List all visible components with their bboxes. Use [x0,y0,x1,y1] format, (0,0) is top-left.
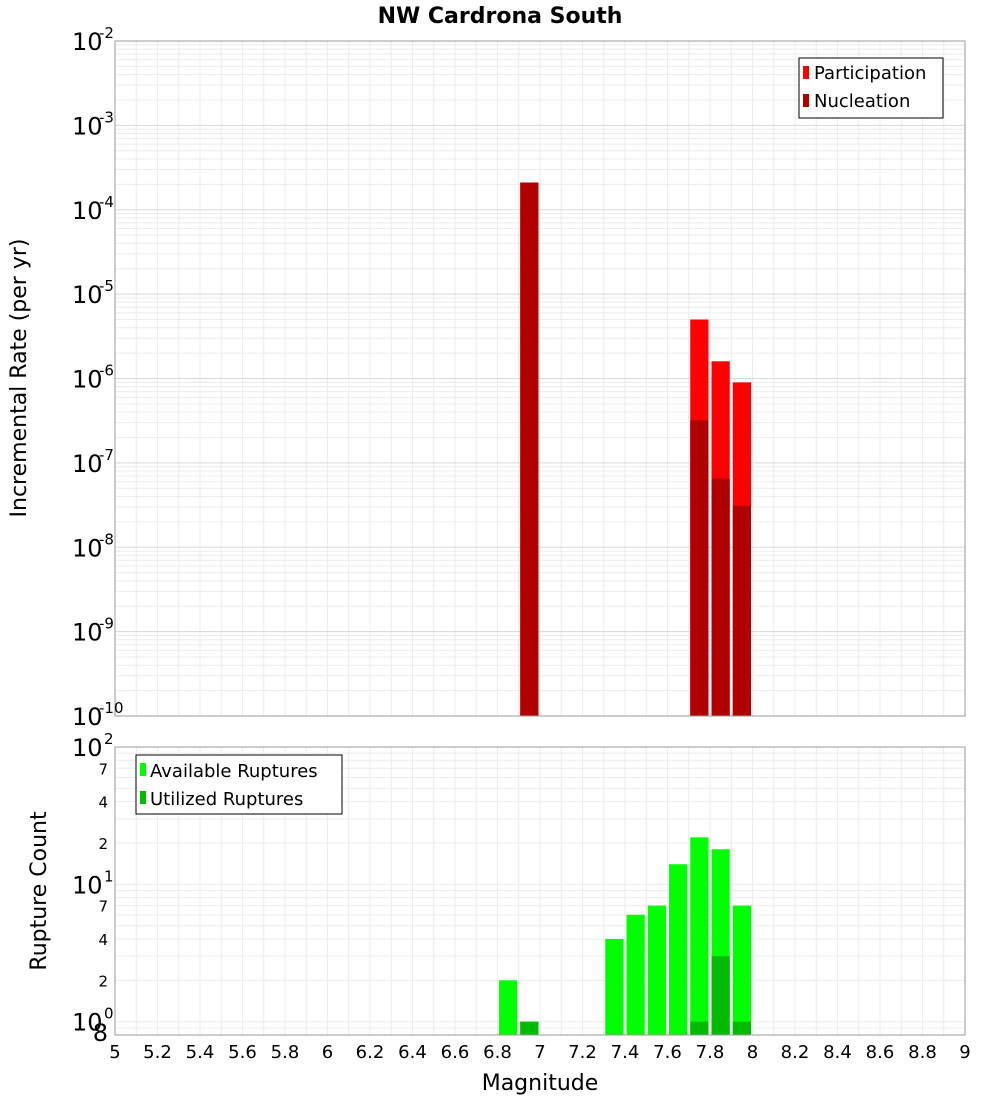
count-y-tick-base-2: 10 [72,734,103,762]
count-bar-available-ruptures-2 [605,939,624,1035]
x-tick-16: 8.2 [781,1042,810,1063]
count-bar-utilized-ruptures-0 [520,1021,539,1035]
count-y-minor-tick-6: 7 [98,760,108,778]
x-tick-1: 5.2 [143,1042,172,1063]
count-bar-utilized-ruptures-3 [732,1021,751,1035]
rate-y-tick-exp-2: -8 [99,530,114,548]
rate-y-tick-exp-4: -6 [99,362,114,380]
x-tick-8: 6.6 [441,1042,470,1063]
x-tick-14: 7.8 [696,1042,725,1063]
count-plot-legend: Available Ruptures Utilized Ruptures [135,754,343,815]
x-tick-19: 8.8 [908,1042,937,1063]
rate-bar-nucleation-3 [732,505,751,716]
x-tick-17: 8.4 [823,1042,852,1063]
rate-y-tick-base-8: 10 [72,28,103,56]
x-tick-13: 7.6 [653,1042,682,1063]
rate-y-tick-exp-0: -10 [99,699,124,717]
x-tick-9: 6.8 [483,1042,512,1063]
rate-y-tick-exp-5: -5 [99,277,114,295]
rate-y-tick-exp-8: -2 [99,24,114,42]
rate-plot-bars [520,182,751,716]
x-axis-ticks: 5 5.2 5.4 5.6 5.8 6 6.2 6.4 6.6 6.8 7 7.2 7.4 7.6 7.8 8… [109,1042,970,1063]
rate-y-tick-base-5: 10 [72,281,103,309]
count-y-minor-tick-3: 7 [98,898,108,916]
count-bar-available-ruptures-3 [626,914,645,1035]
rate-bar-nucleation-1 [690,420,709,716]
rate-y-tick-exp-3: -7 [99,446,114,464]
count-y-minor-tick-2: 4 [98,931,108,949]
legend-label-available: Available Ruptures [150,761,318,782]
x-tick-5: 6 [322,1042,333,1063]
x-tick-10: 7 [534,1042,545,1063]
x-tick-15: 8 [747,1042,758,1063]
legend-swatch-nucleation [803,94,809,107]
legend-swatch-participation [803,66,809,79]
count-bar-available-ruptures-8 [732,905,751,1035]
rate-y-tick-base-0: 10 [72,703,103,731]
x-axis-label: Magnitude [482,1071,599,1096]
x-tick-20: 9 [959,1042,970,1063]
rate-y-tick-base-1: 10 [72,619,103,647]
rate-y-tick-exp-7: -3 [99,108,114,126]
count-bar-available-ruptures-6 [690,837,709,1035]
rate-y-tick-exp-6: -4 [99,193,114,211]
x-tick-11: 7.2 [568,1042,597,1063]
count-bar-utilized-ruptures-1 [690,1021,709,1035]
rate-y-tick-base-4: 10 [72,366,103,394]
count-plot-frame [114,746,966,1036]
rate-y-tick-base-6: 10 [72,197,103,225]
x-tick-4: 5.8 [271,1042,300,1063]
count-y-tick-exp-2: 2 [104,730,114,748]
legend-swatch-utilized [140,791,146,804]
legend-label-nucleation: Nucleation [814,91,910,112]
count-bar-available-ruptures-0 [499,980,518,1035]
count-bar-available-ruptures-4 [647,905,666,1035]
count-y-minor-tick-4: 2 [98,835,108,853]
rate-plot-legend: Participation Nucleation [798,57,944,119]
rate-bar-nucleation-0 [520,182,539,716]
count-y-tick-base-0: 10 [72,1009,103,1037]
rate-y-tick-base-3: 10 [72,450,103,478]
count-y-minor-tick-0: 8 [93,1019,108,1047]
count-bar-available-ruptures-5 [669,864,688,1035]
legend-label-utilized: Utilized Ruptures [150,789,303,810]
chart-title: NW Cardrona South [378,4,623,29]
count-plot-bars [499,837,751,1035]
x-tick-6: 6.2 [356,1042,385,1063]
rate-y-tick-base-2: 10 [72,534,103,562]
rate-plot-grid [114,41,966,717]
x-tick-2: 5.4 [186,1042,215,1063]
count-y-tick-base-1: 10 [72,871,103,899]
rate-plot-frame [114,40,966,717]
count-y-tick-exp-1: 1 [104,867,114,885]
rate-y-tick-exp-1: -9 [99,615,114,633]
x-tick-3: 5.6 [228,1042,257,1063]
x-tick-12: 7.4 [611,1042,640,1063]
count-y-minor-tick-5: 4 [98,794,108,812]
count-y-minor-tick-1: 2 [98,972,108,990]
x-tick-7: 6.4 [398,1042,427,1063]
rate-plot-y-axis-label: Incremental Rate (per yr) [7,239,32,518]
count-plot-y-axis-label: Rupture Count [27,811,52,971]
rate-y-tick-base-7: 10 [72,112,103,140]
count-y-tick-exp-0: 0 [104,1005,114,1023]
x-tick-0: 5 [109,1042,120,1063]
rate-bar-nucleation-2 [711,478,730,716]
legend-swatch-available [140,763,146,776]
x-tick-18: 8.6 [866,1042,895,1063]
count-bar-utilized-ruptures-2 [711,956,730,1035]
legend-label-participation: Participation [814,63,926,84]
